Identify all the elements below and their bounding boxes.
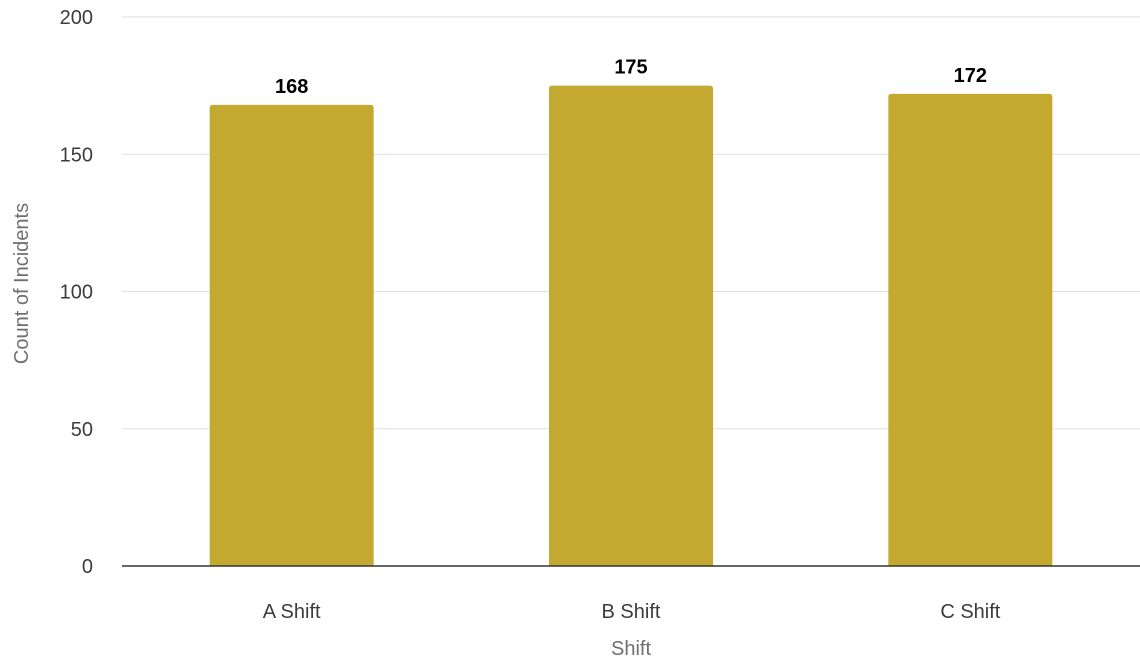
x-axis-ticks: A Shift B Shift C Shift	[263, 601, 1001, 623]
x-tick-label: A Shift	[263, 601, 321, 623]
y-tick-label: 200	[60, 7, 93, 29]
y-tick-label: 150	[60, 144, 93, 166]
data-labels: 168 175 172	[275, 57, 987, 98]
bars	[209, 85, 1053, 567]
x-tick-label: B Shift	[602, 601, 661, 623]
y-axis-ticks: 0 50 100 150 200	[60, 7, 93, 578]
y-tick-label: 0	[82, 556, 93, 578]
data-label: 175	[614, 57, 647, 79]
data-label: 168	[275, 76, 308, 98]
bar-a-shift	[209, 104, 374, 566]
y-axis-title: Count of Incidents	[11, 203, 33, 364]
bar-b-shift	[549, 85, 713, 566]
x-axis-title: Shift	[611, 638, 651, 660]
x-tick-label: C Shift	[940, 601, 1000, 623]
data-label: 172	[954, 65, 987, 87]
y-tick-label: 50	[71, 419, 93, 441]
y-tick-label: 100	[60, 282, 93, 304]
bar-c-shift	[888, 93, 1053, 567]
